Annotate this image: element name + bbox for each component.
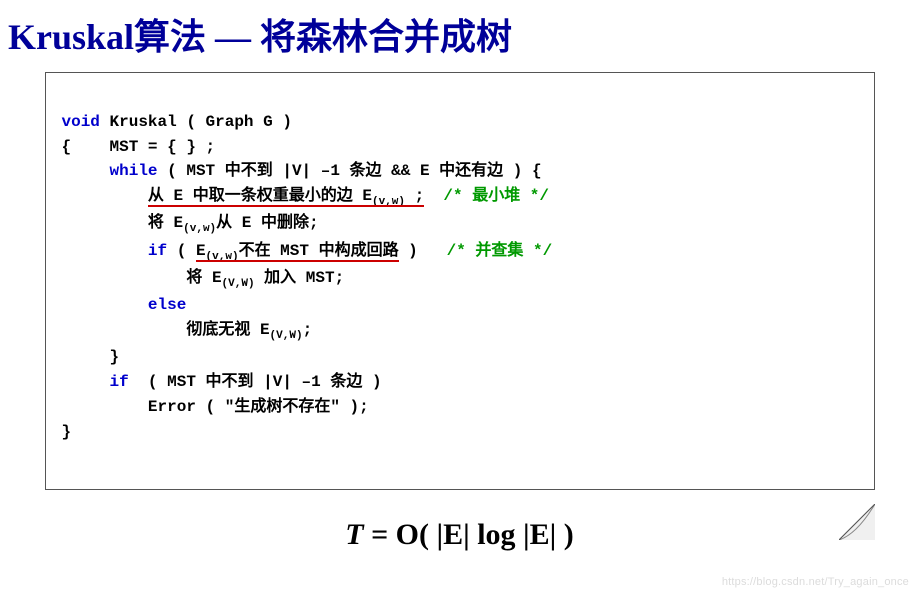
code-line-13: } bbox=[62, 423, 72, 441]
complexity-formula: T = O( |E| log |E| ) bbox=[0, 518, 919, 552]
code-line-2: { MST = { } ; bbox=[62, 138, 216, 156]
l4d: E bbox=[362, 187, 372, 205]
l5sub: (v,w) bbox=[183, 224, 216, 236]
kw-if: if bbox=[148, 242, 167, 260]
code-line-1: void Kruskal ( Graph G ) bbox=[62, 113, 292, 131]
l4e: ; bbox=[405, 187, 424, 205]
comment-minheap: /* 最小堆 */ bbox=[424, 187, 549, 205]
l11rest: ( MST 中不到 |V| –1 条边 ) bbox=[129, 373, 382, 391]
complexity-rest: = O( |E| log |E| ) bbox=[364, 518, 574, 551]
l6c: 不在 MST 中构成回路 bbox=[239, 242, 399, 260]
watermark-text: https://blog.csdn.net/Try_again_once bbox=[722, 576, 909, 588]
underline-1: 从 E 中取一条权重最小的边 E(v,w) ; bbox=[148, 187, 424, 205]
page-curl-icon bbox=[839, 454, 875, 490]
l7a: 将 bbox=[186, 269, 212, 287]
code-line-11: if ( MST 中不到 |V| –1 条边 ) bbox=[62, 373, 382, 391]
l6d: ) bbox=[399, 242, 418, 260]
l6sub: (v,w) bbox=[206, 251, 239, 263]
code-line-6: if ( E(v,w)不在 MST 中构成回路 ) /* 并查集 */ bbox=[62, 242, 553, 260]
l5e: 中删除; bbox=[251, 214, 318, 232]
l6a: ( bbox=[167, 242, 196, 260]
l12: Error ( "生成树不存在" ); bbox=[148, 398, 369, 416]
l9b: E bbox=[260, 321, 270, 339]
l1-rest: Kruskal ( Graph G ) bbox=[100, 113, 292, 131]
l10: } bbox=[110, 348, 120, 366]
kw-while: while bbox=[110, 162, 158, 180]
underline-2: E(v,w)不在 MST 中构成回路 bbox=[196, 242, 399, 260]
l6b: E bbox=[196, 242, 206, 260]
complexity-T: T bbox=[345, 518, 363, 551]
code-line-7: 将 E(V,W) 加入 MST; bbox=[62, 269, 345, 287]
code-block: void Kruskal ( Graph G ) { MST = { } ; w… bbox=[45, 72, 875, 490]
l7c: 加入 bbox=[255, 269, 306, 287]
code-line-12: Error ( "生成树不存在" ); bbox=[62, 398, 369, 416]
comment-unionfind: /* 并查集 */ bbox=[418, 242, 552, 260]
l3-rest: ( MST 中不到 |V| –1 条边 && E 中还有边 ) { bbox=[158, 162, 542, 180]
l4b: E bbox=[174, 187, 184, 205]
kw-void: void bbox=[62, 113, 100, 131]
code-line-3: while ( MST 中不到 |V| –1 条边 && E 中还有边 ) { bbox=[62, 162, 542, 180]
l7sub: (V,W) bbox=[222, 278, 255, 290]
code-line-9: 彻底无视 E(V,W); bbox=[62, 321, 313, 339]
l4c: 中取一条权重最小的边 bbox=[183, 187, 362, 205]
l5a: 将 bbox=[148, 214, 174, 232]
code-line-5: 将 E(v,w)从 E 中删除; bbox=[62, 214, 319, 232]
l7b: E bbox=[212, 269, 222, 287]
l4sub: (v,w) bbox=[372, 196, 405, 208]
l5d: E bbox=[242, 214, 252, 232]
l7d: MST; bbox=[306, 269, 344, 287]
l9c: ; bbox=[303, 321, 313, 339]
code-line-4: 从 E 中取一条权重最小的边 E(v,w) ; /* 最小堆 */ bbox=[62, 187, 550, 205]
l9a: 彻底无视 bbox=[186, 321, 260, 339]
code-line-10: } bbox=[62, 348, 120, 366]
code-line-8: else bbox=[62, 296, 187, 314]
l5b: E bbox=[174, 214, 184, 232]
l4a: 从 bbox=[148, 187, 174, 205]
kw-if2: if bbox=[110, 373, 129, 391]
l5c: 从 bbox=[216, 214, 242, 232]
kw-else: else bbox=[148, 296, 186, 314]
slide-title: Kruskal算法 — 将森林合并成树 bbox=[0, 0, 919, 72]
l9sub: (V,W) bbox=[270, 330, 303, 342]
